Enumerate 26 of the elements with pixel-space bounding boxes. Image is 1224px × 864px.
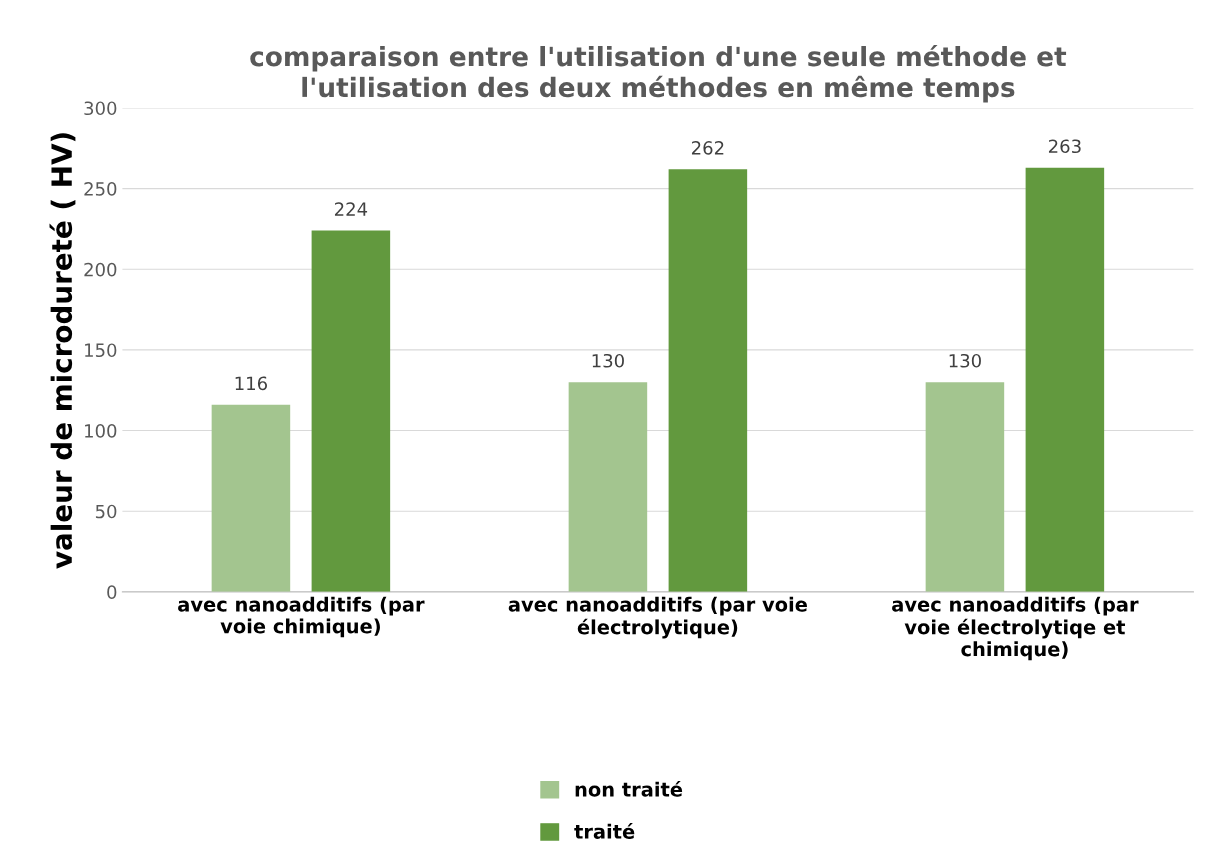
- y-tick-label: 50: [95, 504, 117, 519]
- data-label: 130: [592, 353, 624, 368]
- x-tick-label: avec nanoadditifs (par voie électrolytique): [508, 596, 807, 639]
- x-tick-label: avec nanoadditifs (par voie électrolytiqe et chimique): [892, 596, 1139, 661]
- y-axis-title: valeur de microdureté ( HV): [49, 133, 76, 569]
- y-tick-label: 150: [85, 343, 117, 358]
- data-label: 262: [691, 141, 724, 155]
- data-label: 263: [1048, 139, 1081, 154]
- data-label: 130: [949, 353, 981, 368]
- data-label: 116: [235, 376, 268, 391]
- data-label: 224: [334, 202, 368, 216]
- bar: [1025, 167, 1105, 592]
- y-tick-label: 0: [107, 585, 117, 599]
- bar: [211, 404, 291, 592]
- bar: [568, 382, 648, 592]
- y-tick-label: 100: [85, 424, 117, 438]
- bar: [311, 230, 391, 592]
- chart-title: comparaison entre l'utilisation d'une seule méthode et l'utilisation des deux méthodes en même temps: [250, 44, 1067, 103]
- y-tick-label: 200: [84, 262, 117, 277]
- bar: [925, 382, 1005, 592]
- bar: [668, 169, 748, 592]
- legend-label: non traité: [575, 780, 683, 797]
- y-tick-label: 300: [84, 101, 117, 116]
- legend-label: traité: [574, 823, 635, 839]
- x-tick-label: avec nanoadditifs (par voie chimique): [178, 596, 425, 638]
- y-tick-label: 250: [84, 182, 117, 196]
